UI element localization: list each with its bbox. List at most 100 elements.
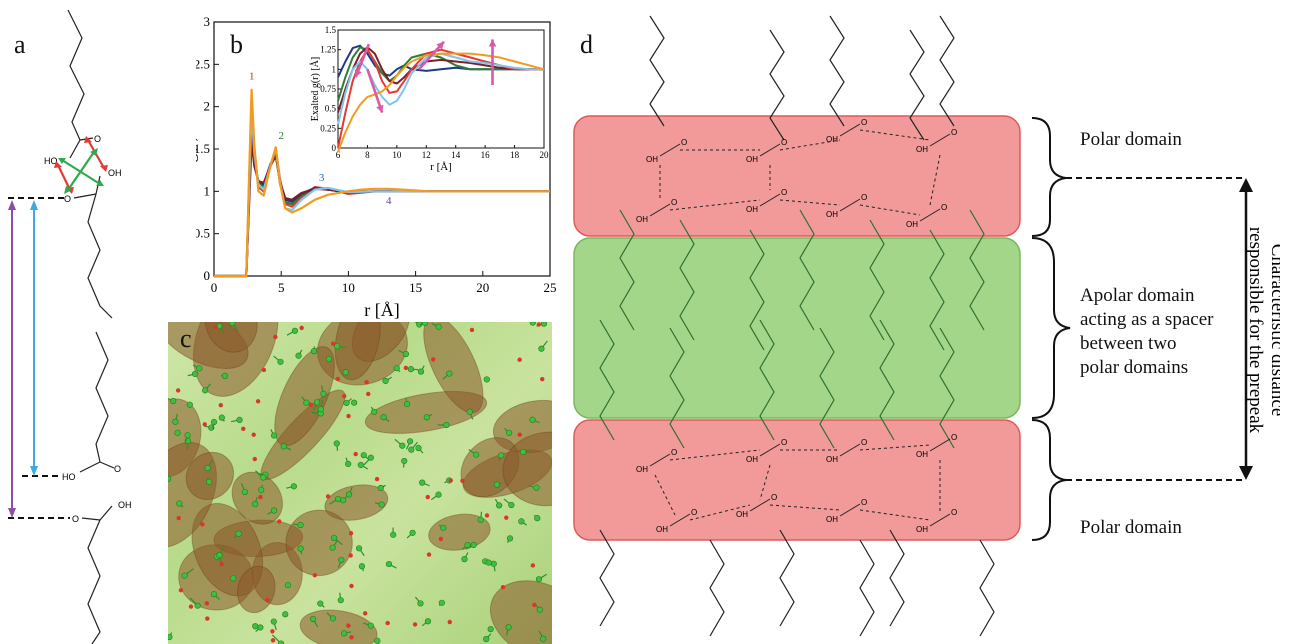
- bond: [99, 505, 113, 521]
- chain-apolar-upper: [929, 229, 945, 351]
- carbon-atom: [280, 443, 287, 450]
- y-tick-label: 1.5: [196, 141, 210, 156]
- carbon-atom: [540, 322, 548, 327]
- inset-arrowhead: [376, 104, 384, 113]
- hydroxyl-bond: [759, 199, 771, 207]
- carbon-atom: [310, 348, 318, 355]
- carbon-atom: [284, 581, 292, 589]
- carbon-atom: [291, 327, 299, 334]
- y-tick-label: 2: [204, 99, 211, 114]
- label-polar-domain-top: Polar domain: [1080, 129, 1182, 150]
- carbon-atom: [401, 457, 408, 465]
- carbon-atom: [290, 483, 297, 490]
- carbon-atom: [235, 530, 242, 537]
- arrowhead-down: [1239, 466, 1253, 480]
- panel-a-molecules: O HO OH O O HO: [8, 9, 132, 644]
- carbon-atom: [483, 376, 490, 383]
- atom-label-o: O: [94, 134, 101, 144]
- oxygen-atom: [270, 638, 276, 643]
- oxygen-atom: [346, 623, 351, 628]
- atom-label-o: O: [951, 508, 957, 517]
- atom-label-ho: HO: [44, 156, 58, 166]
- carbon-atom: [335, 495, 342, 503]
- oxygen-atom: [517, 432, 522, 437]
- carbon-atom: [377, 484, 384, 492]
- d-carboxyl-groups: O OH O OH O OH O OH O OH O OH O OH O OH O OH O OH O OH O OH O OH O…: [636, 118, 957, 534]
- carbonyl-bond: [929, 208, 941, 216]
- chain-top: [829, 15, 845, 127]
- carbon-atom: [371, 408, 378, 415]
- carbon-atom: [466, 408, 473, 415]
- oxygen-atom: [299, 325, 304, 331]
- peak-labels: 1 2 3 4: [249, 71, 392, 207]
- chain-apolar-upper: [799, 209, 815, 331]
- hydrogen-bond: [759, 464, 771, 501]
- hydroxyl-bond: [649, 459, 661, 467]
- carbon-atom: [221, 372, 229, 380]
- oxygen-atom: [348, 531, 354, 536]
- carbon-atom: [498, 452, 505, 459]
- panel-letter-d: d: [580, 30, 593, 59]
- label-apolar-line4: polar domains: [1080, 357, 1189, 378]
- carbon-atom: [230, 575, 237, 582]
- atom-label-oh: OH: [826, 210, 838, 219]
- carbonyl-bond: [759, 498, 771, 506]
- oxygen-atom: [308, 402, 314, 407]
- carbon-atom: [538, 345, 545, 352]
- panel-letter-c: c: [180, 324, 192, 353]
- atom-label-o: O: [861, 498, 867, 507]
- carbon-atom: [506, 535, 514, 542]
- carbon-atom: [196, 365, 203, 372]
- inset-x-tick-label: 16: [481, 150, 491, 160]
- chain-apolar-upper: [749, 229, 765, 351]
- carbon-atom: [251, 501, 259, 508]
- carbon-atom: [191, 370, 199, 378]
- panel-letter-a: a: [14, 30, 26, 59]
- hydroxyl-bond: [929, 444, 941, 452]
- oxygen-atom: [178, 588, 184, 593]
- carbon-atom: [295, 352, 302, 359]
- polar-domain-top-box: [573, 115, 1021, 237]
- hydrogen-bond: [689, 504, 751, 521]
- inset-y-tick-label: 0.25: [320, 123, 336, 133]
- inset-arrowhead: [488, 39, 497, 47]
- domain-braces: Characteristic distance responsible for …: [1031, 117, 1280, 541]
- y-axis-label: g(r): [196, 136, 199, 163]
- carbon-atom: [216, 552, 223, 559]
- inset-y-tick-label: 0: [332, 143, 337, 153]
- chain-bottom: [709, 539, 725, 637]
- carbonyl-bond: [769, 193, 781, 201]
- oxygen-atom: [176, 515, 181, 521]
- carbon-atom: [168, 475, 172, 482]
- carbon-atom: [535, 576, 543, 583]
- arrowhead-up: [1239, 178, 1253, 192]
- oxygen-atom: [362, 611, 368, 616]
- carbon-atom: [540, 635, 547, 642]
- hydroxyl-bond: [929, 139, 941, 147]
- carbon-atom: [170, 397, 177, 405]
- carbon-atom: [218, 414, 225, 421]
- oxygen-atom: [532, 602, 537, 608]
- carbon-atom: [505, 624, 512, 631]
- atom-label-o: O: [691, 508, 697, 517]
- carbonyl-bond: [669, 143, 681, 151]
- oxygen-atom: [504, 515, 509, 520]
- oxygen-atom: [540, 377, 545, 382]
- atom-label-oh: OH: [906, 220, 918, 229]
- chain-apolar-upper: [679, 219, 695, 341]
- carbon-atom: [483, 635, 490, 643]
- series-line-3: [214, 139, 550, 278]
- bond: [79, 461, 101, 473]
- carbon-atom: [402, 350, 410, 358]
- atom-label-o: O: [681, 138, 687, 147]
- atom-label-o: O: [671, 198, 677, 207]
- d-alkyl-chains: [599, 15, 995, 637]
- bond: [73, 193, 97, 199]
- atom-label-oh: OH: [656, 525, 668, 534]
- oxygen-atom: [204, 601, 210, 606]
- bond: [69, 139, 81, 159]
- carbon-atom: [358, 563, 366, 570]
- oxygen-atom: [270, 629, 275, 634]
- inset-series-line-5: [337, 52, 545, 153]
